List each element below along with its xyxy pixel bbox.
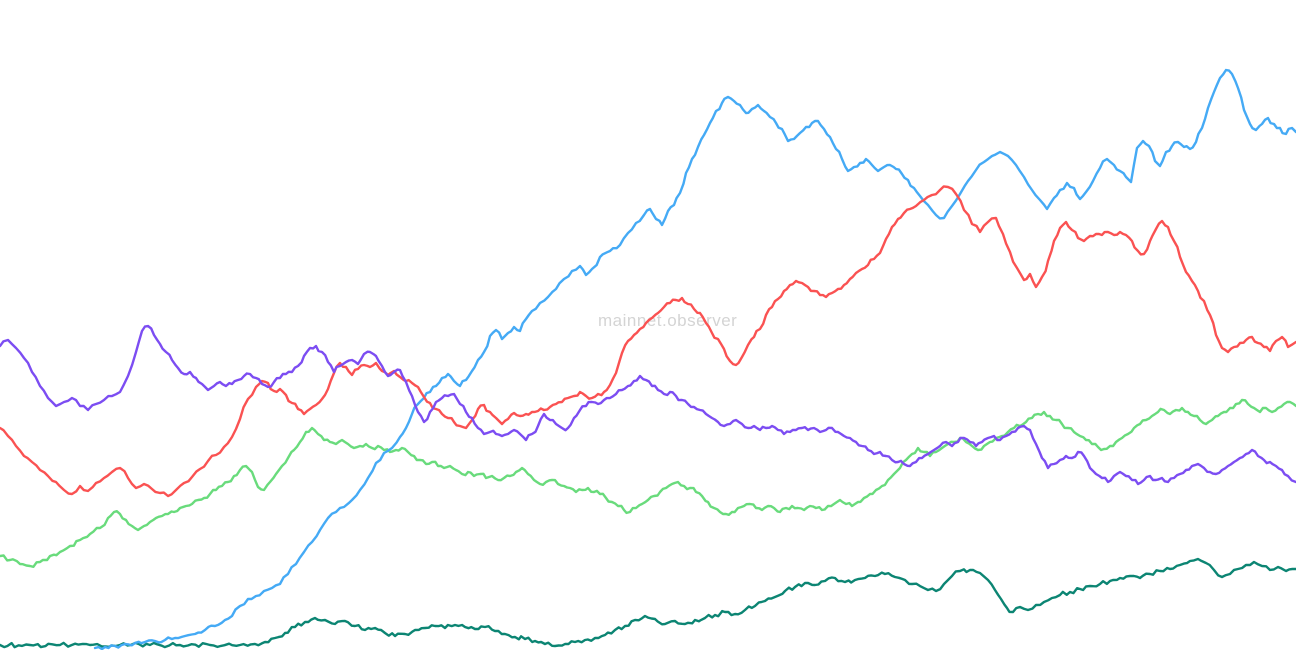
series-teal-line — [0, 557, 1296, 649]
series-violet-line — [0, 324, 1296, 486]
series-blue-line — [93, 68, 1296, 650]
series-red-line — [0, 185, 1296, 498]
series-green-line — [0, 398, 1296, 568]
